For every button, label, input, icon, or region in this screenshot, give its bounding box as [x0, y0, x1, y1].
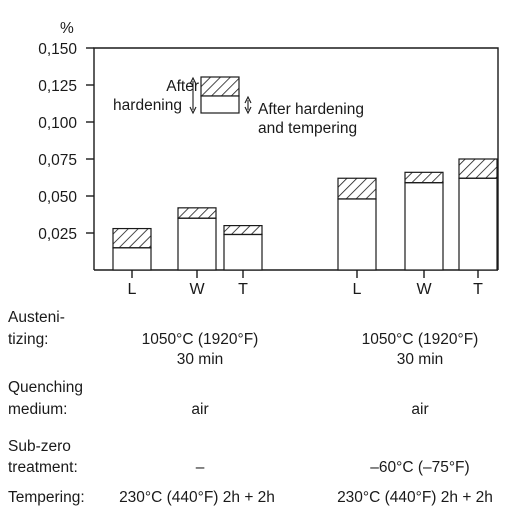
y-tick-label: 0,050 [38, 189, 77, 206]
legend-arrow-after-hardening-head-up [189, 76, 197, 85]
bar-hardened-increment [112, 227, 152, 249]
x-tick-label: W [189, 281, 205, 298]
y-axis-unit-label: % [60, 20, 74, 37]
legend-after-hardening-label: After [166, 78, 199, 95]
bar-tempered [112, 247, 152, 271]
legend-after-hardening-tempering-label-2: and tempering [258, 120, 358, 137]
bar-tempered [404, 182, 444, 271]
austenitizing-group2-time: 30 min [396, 351, 444, 368]
legend-arrow-after-hardening-head-down [189, 106, 197, 115]
quenching-label-2: medium: [8, 401, 68, 418]
y-tick-label: 0,150 [38, 41, 77, 58]
austenitizing-group1: 1050°C (1920°F) [141, 331, 259, 348]
bar-tempered [177, 217, 217, 271]
bar-tempered [223, 233, 263, 271]
bar-hardened-increment [177, 207, 217, 219]
bar-tempered [458, 177, 498, 271]
y-tick-label: 0,100 [38, 115, 77, 132]
legend-after-hardening-tempering-label: After hardening [258, 101, 364, 118]
plot-axes: 0,150 0,125 0,100 0,075 0,050 0,025 L W T L W T [38, 41, 499, 298]
subzero-label: Sub-zero [8, 438, 71, 455]
legend-arrow-after-tempering-head-down [244, 106, 252, 115]
bar-hardened-increment [223, 225, 263, 236]
x-tick-label: W [416, 281, 432, 298]
tempering-group2: 230°C (440°F) 2h + 2h [337, 489, 493, 506]
chart-svg: 0,150 0,125 0,100 0,075 0,050 0,025 L W T L W T [38, 41, 499, 298]
austenitizing-label: Austeni- [8, 309, 65, 326]
quenching-label: Quenching [8, 379, 83, 396]
subzero-group1: – [195, 459, 205, 476]
x-tick-label: T [238, 281, 248, 298]
quenching-group2: air [411, 401, 429, 418]
legend-after-hardening-label-2: hardening [113, 97, 182, 114]
bar-group [112, 158, 498, 271]
legend-plain-swatch [200, 95, 240, 114]
austenitizing-group2: 1050°C (1920°F) [361, 331, 479, 348]
bar-hardened-increment [458, 158, 498, 179]
y-tick-label: 0,025 [38, 226, 77, 243]
legend [189, 76, 252, 115]
tempering-label: Tempering: [8, 489, 85, 506]
subzero-label-2: treatment: [8, 459, 78, 476]
austenitizing-label-2: tizing: [8, 331, 49, 348]
y-tick-label: 0,125 [38, 78, 77, 95]
x-tick-label: T [473, 281, 483, 298]
y-tick-label: 0,075 [38, 152, 77, 169]
legend-hatched-swatch [200, 76, 240, 97]
austenitizing-group1-time: 30 min [176, 351, 224, 368]
bar-tempered [337, 198, 377, 271]
x-tick-label: L [353, 281, 362, 298]
legend-arrow-after-tempering-head-up [244, 95, 252, 104]
tempering-group1: 230°C (440°F) 2h + 2h [119, 489, 275, 506]
bar-hardened-increment [337, 177, 377, 200]
subzero-group2: –60°C (–75°F) [370, 459, 470, 476]
quenching-group1: air [191, 401, 209, 418]
x-tick-label: L [128, 281, 137, 298]
bar-hardened-increment [404, 171, 444, 184]
